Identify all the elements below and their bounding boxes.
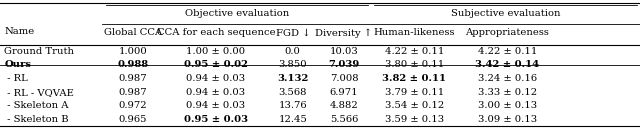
- Text: - Skeleton B: - Skeleton B: [4, 115, 69, 124]
- Text: 3.82 ± 0.11: 3.82 ± 0.11: [383, 74, 447, 83]
- Text: 0.95 ± 0.03: 0.95 ± 0.03: [184, 115, 248, 124]
- Text: 0.0: 0.0: [285, 47, 301, 56]
- Text: Objective evaluation: Objective evaluation: [185, 9, 289, 18]
- Text: 6.971: 6.971: [330, 88, 358, 97]
- Text: Global CCA: Global CCA: [104, 28, 162, 37]
- Text: 3.132: 3.132: [277, 74, 308, 83]
- Text: 0.987: 0.987: [118, 74, 147, 83]
- Text: 3.00 ± 0.13: 3.00 ± 0.13: [477, 101, 537, 110]
- Text: 10.03: 10.03: [330, 47, 358, 56]
- Text: 3.59 ± 0.13: 3.59 ± 0.13: [385, 115, 444, 124]
- Text: 12.45: 12.45: [278, 115, 307, 124]
- Text: Appropriateness: Appropriateness: [465, 28, 549, 37]
- Text: 4.22 ± 0.11: 4.22 ± 0.11: [477, 47, 537, 56]
- Text: - RL - VQVAE: - RL - VQVAE: [4, 88, 74, 97]
- Text: 3.33 ± 0.12: 3.33 ± 0.12: [477, 88, 537, 97]
- Text: 0.987: 0.987: [118, 88, 147, 97]
- Text: 3.54 ± 0.12: 3.54 ± 0.12: [385, 101, 444, 110]
- Text: 0.988: 0.988: [117, 61, 148, 70]
- Text: 3.42 ± 0.14: 3.42 ± 0.14: [475, 61, 540, 70]
- Text: FGD ↓: FGD ↓: [276, 28, 310, 37]
- Text: Ours: Ours: [4, 61, 31, 70]
- Text: 3.79 ± 0.11: 3.79 ± 0.11: [385, 88, 444, 97]
- Text: 0.94 ± 0.03: 0.94 ± 0.03: [186, 74, 246, 83]
- Text: 3.24 ± 0.16: 3.24 ± 0.16: [477, 74, 537, 83]
- Text: 0.95 ± 0.02: 0.95 ± 0.02: [184, 61, 248, 70]
- Text: 4.882: 4.882: [330, 101, 358, 110]
- Text: 7.039: 7.039: [328, 61, 360, 70]
- Text: Name: Name: [4, 27, 35, 36]
- Text: 1.000: 1.000: [118, 47, 147, 56]
- Text: 7.008: 7.008: [330, 74, 358, 83]
- Text: 3.568: 3.568: [278, 88, 307, 97]
- Text: 3.09 ± 0.13: 3.09 ± 0.13: [477, 115, 537, 124]
- Text: 13.76: 13.76: [278, 101, 307, 110]
- Text: - Skeleton A: - Skeleton A: [4, 101, 69, 110]
- Text: Subjective evaluation: Subjective evaluation: [451, 9, 561, 18]
- Text: 1.00 ± 0.00: 1.00 ± 0.00: [186, 47, 246, 56]
- Text: 0.94 ± 0.03: 0.94 ± 0.03: [186, 101, 246, 110]
- Text: 5.566: 5.566: [330, 115, 358, 124]
- Text: Diversity ↑: Diversity ↑: [316, 28, 372, 38]
- Text: 3.80 ± 0.11: 3.80 ± 0.11: [385, 61, 444, 70]
- Text: Ground Truth: Ground Truth: [4, 47, 74, 56]
- Text: 4.22 ± 0.11: 4.22 ± 0.11: [385, 47, 444, 56]
- Text: 3.850: 3.850: [278, 61, 307, 70]
- Text: 0.972: 0.972: [118, 101, 147, 110]
- Text: - RL: - RL: [4, 74, 28, 83]
- Text: 0.94 ± 0.03: 0.94 ± 0.03: [186, 88, 246, 97]
- Text: Human-likeness: Human-likeness: [374, 28, 455, 37]
- Text: CCA for each sequence: CCA for each sequence: [157, 28, 275, 37]
- Text: 0.965: 0.965: [118, 115, 147, 124]
